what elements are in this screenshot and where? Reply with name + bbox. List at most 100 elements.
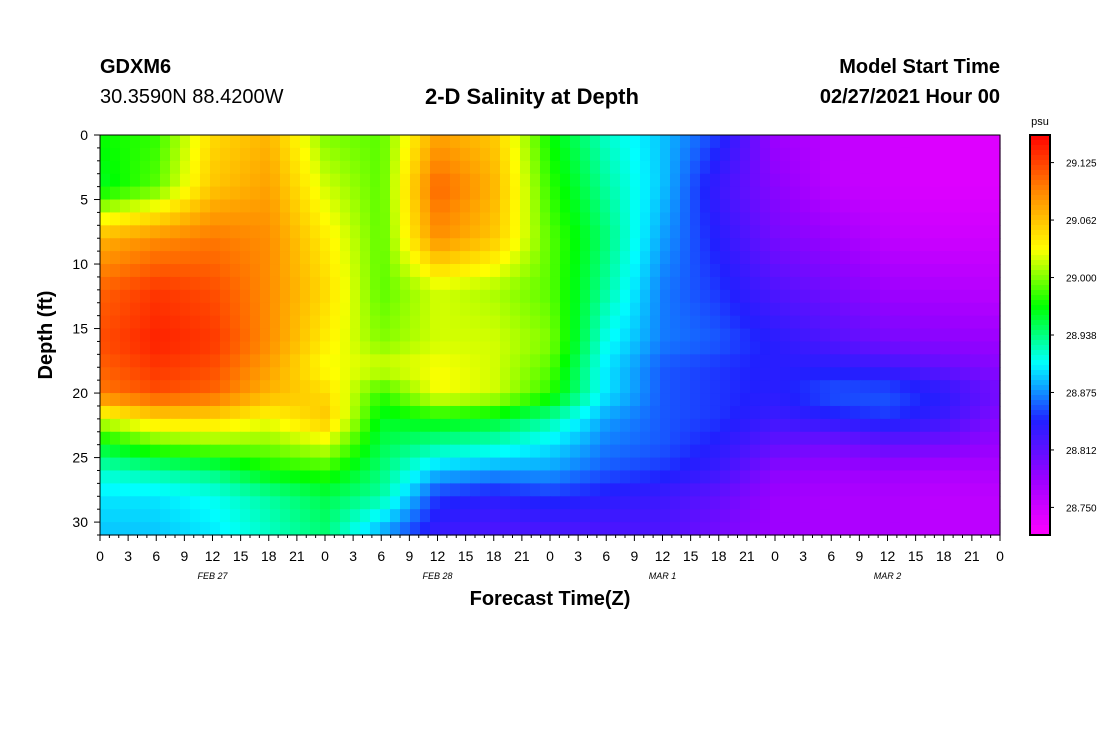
heatmap-cell	[790, 367, 801, 381]
heatmap-cell	[450, 186, 461, 201]
heatmap-cell	[250, 328, 261, 343]
heatmap-cell	[420, 509, 431, 523]
heatmap-cell	[630, 405, 641, 420]
heatmap-cell	[550, 393, 561, 407]
heatmap-cell	[970, 135, 981, 149]
heatmap-cell	[560, 251, 571, 265]
heatmap-cell	[520, 225, 531, 239]
heatmap-cell	[720, 238, 731, 252]
heatmap-cell	[760, 251, 771, 265]
heatmap-cell	[520, 186, 531, 201]
heatmap-cell	[470, 264, 481, 278]
heatmap-cell	[500, 444, 511, 459]
heatmap-cell	[450, 483, 461, 497]
heatmap-cell	[650, 380, 661, 394]
heatmap-cell	[100, 238, 111, 252]
heatmap-cell	[610, 444, 621, 459]
heatmap-cell	[310, 173, 321, 188]
heatmap-cell	[120, 276, 131, 291]
heatmap-cell	[130, 457, 141, 472]
heatmap-cell	[600, 173, 611, 188]
heatmap-cell	[340, 431, 351, 446]
heatmap-cell	[110, 367, 121, 381]
heatmap-cell	[290, 302, 301, 317]
heatmap-cell	[670, 444, 681, 459]
heatmap-cell	[980, 212, 991, 226]
heatmap-cell	[640, 199, 651, 214]
heatmap-cell	[890, 405, 901, 420]
heatmap-cell	[290, 212, 301, 226]
heatmap-cell	[610, 496, 621, 510]
heatmap-cell	[470, 212, 481, 226]
heatmap-cell	[730, 147, 741, 162]
heatmap-cell	[770, 160, 781, 175]
heatmap-cell	[240, 328, 251, 343]
heatmap-cell	[820, 483, 831, 497]
heatmap-cell	[740, 354, 751, 368]
heatmap-cell	[580, 147, 591, 162]
colorbar-segment	[1030, 515, 1050, 521]
heatmap-cell	[350, 276, 361, 291]
heatmap-cell	[630, 431, 641, 446]
heatmap-cell	[570, 522, 581, 536]
heatmap-cell	[540, 367, 551, 381]
heatmap-cell	[740, 367, 751, 381]
heatmap-cell	[560, 225, 571, 239]
colorbar-segment	[1030, 475, 1050, 481]
heatmap-cell	[650, 276, 661, 291]
heatmap-cell	[880, 354, 891, 368]
heatmap-cell	[980, 522, 991, 536]
heatmap-cell	[530, 160, 541, 175]
heatmap-cell	[250, 418, 261, 433]
heatmap-cell	[350, 393, 361, 407]
heatmap-cell	[800, 264, 811, 278]
heatmap-cell	[820, 160, 831, 175]
heatmap-cell	[680, 483, 691, 497]
heatmap-cell	[330, 354, 341, 368]
x-tick-label: 21	[289, 548, 305, 564]
heatmap-cell	[580, 341, 591, 355]
heatmap-cell	[130, 289, 141, 304]
heatmap-cell	[430, 199, 441, 214]
heatmap-cell	[130, 199, 141, 214]
heatmap-cell	[280, 289, 291, 304]
heatmap-cell	[810, 173, 821, 188]
heatmap-cell	[560, 367, 571, 381]
heatmap-cell	[260, 225, 271, 239]
heatmap-cell	[480, 315, 491, 330]
heatmap-cell	[220, 276, 231, 291]
heatmap-cell	[710, 483, 721, 497]
heatmap-cell	[160, 147, 171, 162]
heatmap-cell	[570, 199, 581, 214]
heatmap-cell	[350, 444, 361, 459]
heatmap-cell	[490, 393, 501, 407]
heatmap-cell	[160, 405, 171, 420]
heatmap-cell	[650, 289, 661, 304]
heatmap-cell	[780, 405, 791, 420]
heatmap-cell	[700, 367, 711, 381]
heatmap-cell	[930, 238, 941, 252]
heatmap-cell	[390, 470, 401, 484]
heatmap-cell	[950, 173, 961, 188]
heatmap-cell	[980, 496, 991, 510]
heatmap-cell	[270, 238, 281, 252]
heatmap-cell	[680, 341, 691, 355]
heatmap-cell	[870, 238, 881, 252]
colorbar-segment	[1030, 185, 1050, 191]
heatmap-cell	[810, 393, 821, 407]
heatmap-cell	[840, 173, 851, 188]
heatmap-cell	[900, 354, 911, 368]
colorbar-segment	[1030, 450, 1050, 456]
heatmap-cell	[700, 431, 711, 446]
heatmap-cell	[820, 393, 831, 407]
heatmap-cell	[730, 186, 741, 201]
heatmap-cell	[400, 393, 411, 407]
heatmap-cell	[430, 483, 441, 497]
colorbar-segment	[1030, 410, 1050, 416]
heatmap-cell	[390, 509, 401, 523]
heatmap-cell	[280, 405, 291, 420]
heatmap-cell	[110, 393, 121, 407]
heatmap-cell	[720, 212, 731, 226]
heatmap-cell	[840, 199, 851, 214]
heatmap-cell	[580, 418, 591, 433]
